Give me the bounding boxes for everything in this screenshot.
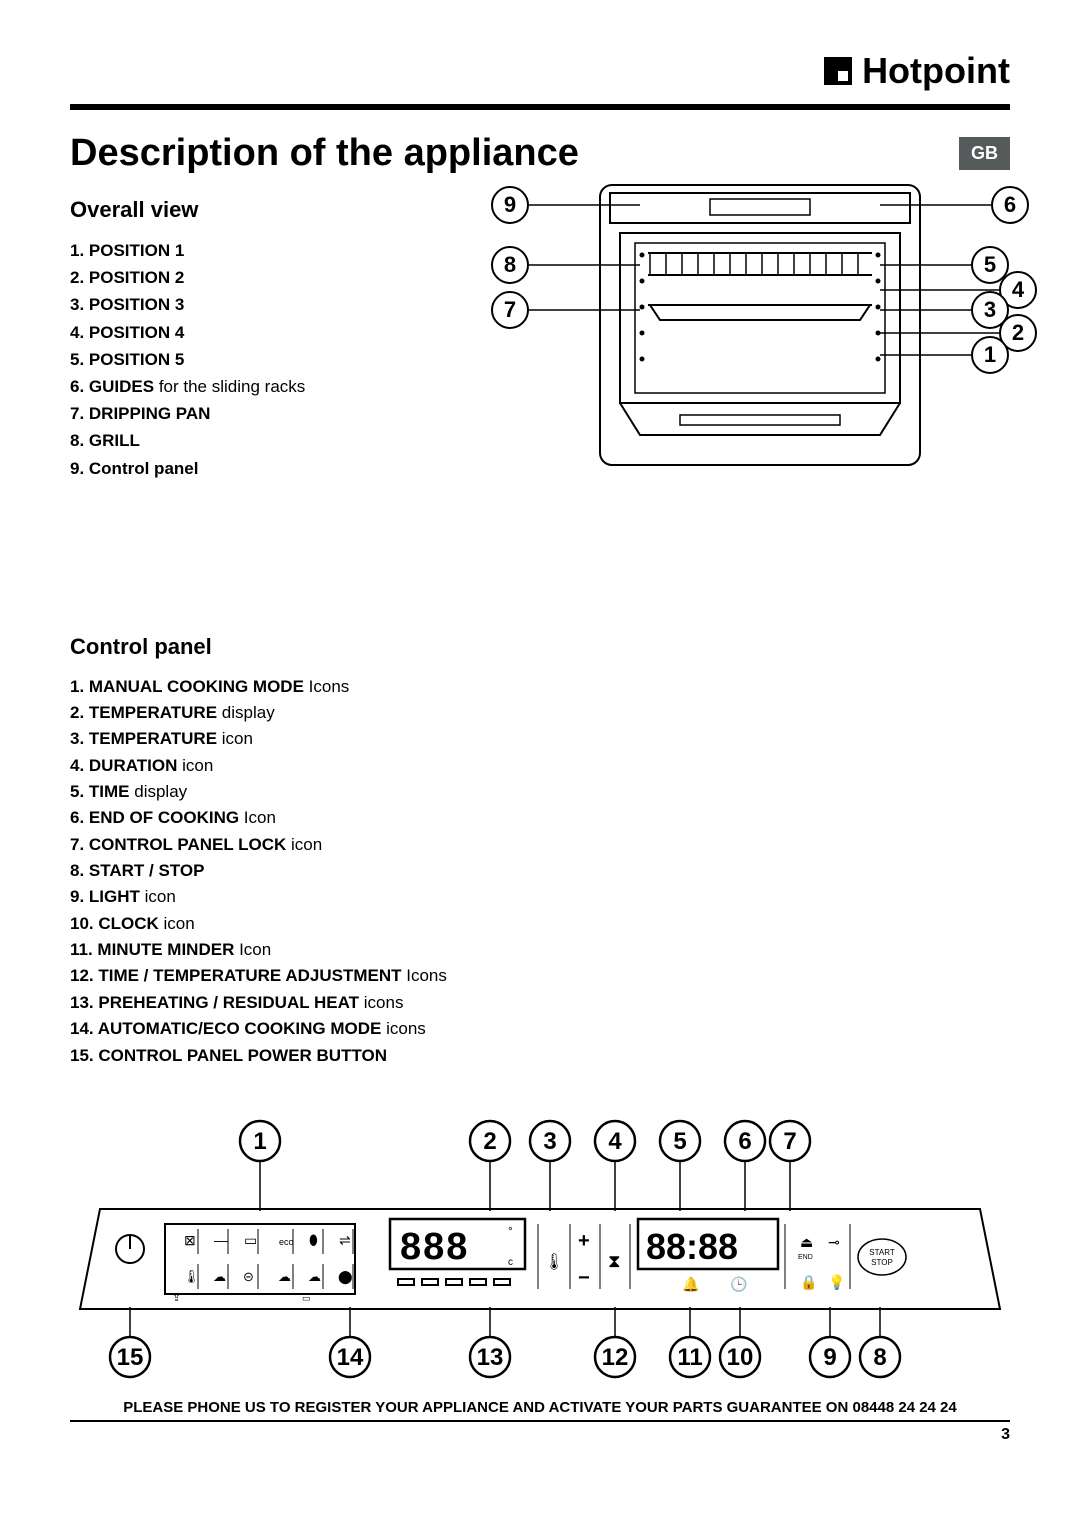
brand-logo: Hotpoint [70, 50, 1010, 92]
svg-text:6: 6 [738, 1128, 751, 1155]
list-item: 14. AUTOMATIC/ECO COOKING MODE icons [70, 1016, 1010, 1042]
svg-text:🌡: 🌡 [544, 1253, 564, 1271]
svg-text:4: 4 [1012, 277, 1025, 302]
list-item: 12. TIME / TEMPERATURE ADJUSTMENT Icons [70, 963, 1010, 989]
svg-text:⬤: ⬤ [338, 1269, 353, 1285]
control-panel-list: 1. MANUAL COOKING MODE Icons2. TEMPERATU… [70, 674, 1010, 1069]
svg-text:🕒: 🕒 [730, 1276, 747, 1293]
footer-text: PLEASE PHONE US TO REGISTER YOUR APPLIAN… [70, 1399, 1010, 1422]
list-item: 6. GUIDES for the sliding racks [70, 373, 450, 400]
list-item: 11. MINUTE MINDER Icon [70, 937, 1010, 963]
svg-text:15: 15 [117, 1344, 144, 1371]
svg-text:🔒: 🔒 [800, 1274, 817, 1291]
svg-text:🔔: 🔔 [682, 1276, 699, 1293]
language-badge: GB [959, 137, 1010, 170]
svg-text:2: 2 [1012, 320, 1024, 345]
svg-text:4: 4 [608, 1128, 622, 1155]
svg-text:☁: ☁ [278, 1269, 291, 1284]
list-item: 13. PREHEATING / RESIDUAL HEAT icons [70, 990, 1010, 1016]
list-item: 1. MANUAL COOKING MODE Icons [70, 674, 1010, 700]
svg-text:12: 12 [602, 1344, 629, 1371]
list-item: 15. CONTROL PANEL POWER BUTTON [70, 1043, 1010, 1069]
list-item: 9. LIGHT icon [70, 884, 1010, 910]
list-item: 3. POSITION 3 [70, 291, 450, 318]
page-title: Description of the appliance [70, 132, 579, 175]
svg-text:6: 6 [1004, 192, 1016, 217]
control-panel-title: Control panel [70, 634, 1010, 660]
svg-text:9: 9 [504, 192, 516, 217]
svg-text:eco: eco [279, 1237, 294, 1247]
list-item: 5. POSITION 5 [70, 346, 450, 373]
svg-text:START: START [869, 1248, 895, 1257]
svg-text:⏏: ⏏ [800, 1234, 813, 1250]
top-divider [70, 104, 1010, 110]
list-item: 6. END OF COOKING Icon [70, 805, 1010, 831]
svg-text:888: 888 [400, 1226, 469, 1268]
list-item: 1. POSITION 1 [70, 237, 450, 264]
svg-text:7: 7 [504, 297, 516, 322]
list-item: 8. GRILL [70, 427, 450, 454]
svg-text:10: 10 [727, 1344, 754, 1371]
list-item: 2. POSITION 2 [70, 264, 450, 291]
svg-text:▭: ▭ [244, 1232, 257, 1248]
svg-text:1: 1 [984, 342, 996, 367]
svg-text:⊸: ⊸ [828, 1234, 840, 1250]
svg-text:—: — [214, 1232, 228, 1248]
svg-text:2: 2 [483, 1128, 496, 1155]
control-panel-diagram: ⊠ — ▭ eco ⬮ ⇌ 🌡 ☁ ⊝ ☁ ☁ ⬤ ⇪ ▭ 888 ° c 🌡 ⧗ + − 88:88 🔔 🕒 ⏏ END 🔒 💡 ⊸ S… [70, 1119, 1010, 1379]
list-item: 7. DRIPPING PAN [70, 400, 450, 427]
svg-text:⧗: ⧗ [608, 1251, 621, 1271]
list-item: 7. CONTROL PANEL LOCK icon [70, 832, 1010, 858]
svg-text:13: 13 [477, 1344, 504, 1371]
svg-text:88:88: 88:88 [646, 1226, 738, 1267]
svg-text:STOP: STOP [871, 1258, 893, 1267]
svg-text:9: 9 [823, 1344, 836, 1371]
oven-diagram: 9 8 7 6 54321 [480, 175, 1040, 475]
svg-text:−: − [578, 1267, 590, 1289]
svg-text:°: ° [508, 1224, 513, 1238]
svg-text:▭: ▭ [302, 1293, 311, 1303]
svg-text:☁: ☁ [213, 1269, 226, 1284]
svg-text:8: 8 [873, 1344, 886, 1371]
list-item: 10. CLOCK icon [70, 911, 1010, 937]
brand-logo-mark [824, 57, 852, 85]
svg-text:⇪: ⇪ [172, 1292, 181, 1304]
svg-text:⬮: ⬮ [309, 1232, 318, 1248]
svg-text:+: + [578, 1230, 590, 1252]
svg-text:8: 8 [504, 252, 516, 277]
overall-view-list: 1. POSITION 12. POSITION 23. POSITION 34… [70, 237, 450, 482]
svg-text:7: 7 [783, 1128, 796, 1155]
svg-text:c: c [508, 1257, 513, 1268]
list-item: 3. TEMPERATURE icon [70, 726, 1010, 752]
page-number: 3 [70, 1426, 1010, 1444]
svg-text:🌡: 🌡 [183, 1269, 200, 1284]
list-item: 2. TEMPERATURE display [70, 700, 1010, 726]
list-item: 8. START / STOP [70, 858, 1010, 884]
svg-text:1: 1 [253, 1128, 266, 1155]
list-item: 5. TIME display [70, 779, 1010, 805]
list-item: 9. Control panel [70, 455, 450, 482]
svg-text:14: 14 [337, 1344, 364, 1371]
svg-text:END: END [798, 1254, 813, 1261]
brand-name: Hotpoint [862, 50, 1010, 92]
svg-text:3: 3 [984, 297, 996, 322]
svg-text:⇌: ⇌ [339, 1232, 351, 1248]
overall-view-title: Overall view [70, 197, 450, 223]
svg-text:💡: 💡 [828, 1274, 845, 1291]
svg-text:☁: ☁ [308, 1269, 321, 1284]
svg-text:3: 3 [543, 1128, 556, 1155]
svg-text:⊠: ⊠ [184, 1232, 196, 1248]
svg-text:5: 5 [673, 1128, 686, 1155]
list-item: 4. POSITION 4 [70, 319, 450, 346]
svg-text:5: 5 [984, 252, 996, 277]
list-item: 4. DURATION icon [70, 753, 1010, 779]
svg-text:⊝: ⊝ [243, 1269, 254, 1284]
svg-text:11: 11 [677, 1344, 702, 1371]
